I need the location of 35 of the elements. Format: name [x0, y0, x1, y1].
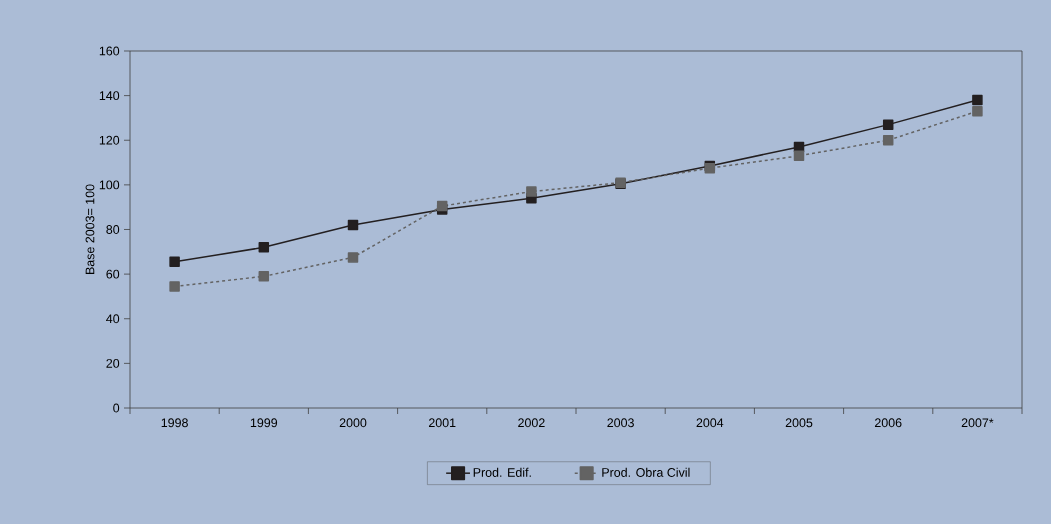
x-tick-label: 2004 — [696, 418, 724, 428]
point — [258, 271, 270, 282]
point — [526, 186, 537, 197]
legend-label: Prod. Edif. — [473, 467, 531, 477]
x-tick-label: 2003 — [607, 418, 634, 428]
point — [169, 281, 180, 292]
point — [258, 242, 270, 253]
y-tick-label: 140 — [99, 91, 120, 101]
point — [882, 119, 894, 130]
x-tick-label: 2002 — [518, 418, 545, 428]
y-tick-label: 80 — [106, 225, 120, 234]
x-tick-label: 2001 — [428, 418, 456, 428]
y-tick-label: 60 — [106, 269, 120, 279]
y-tick-label: 120 — [99, 135, 120, 145]
point — [972, 105, 983, 117]
x-tick-label: 1999 — [250, 418, 278, 428]
legend-label: Prod. Obra Civil — [602, 467, 690, 477]
y-tick-label: 40 — [106, 314, 120, 324]
y-tick-label: 20 — [106, 358, 120, 368]
y-tick-label: 0 — [113, 403, 120, 413]
x-tick-label: 2005 — [785, 418, 813, 428]
x-tick-label: 2006 — [874, 418, 902, 428]
point — [882, 135, 894, 146]
y-axis-title: Base 2003= 100 — [85, 184, 95, 275]
point — [347, 252, 359, 263]
point — [436, 200, 448, 212]
x-tick-label: 2007* — [961, 418, 994, 428]
y-tick-label: 100 — [99, 180, 120, 190]
x-tick-label: 2000 — [339, 418, 367, 428]
point — [793, 150, 805, 162]
point — [347, 219, 359, 231]
y-tick-label: 160 — [99, 46, 120, 56]
point — [972, 94, 983, 106]
x-tick-label: 1998 — [161, 418, 188, 428]
point — [169, 256, 180, 268]
